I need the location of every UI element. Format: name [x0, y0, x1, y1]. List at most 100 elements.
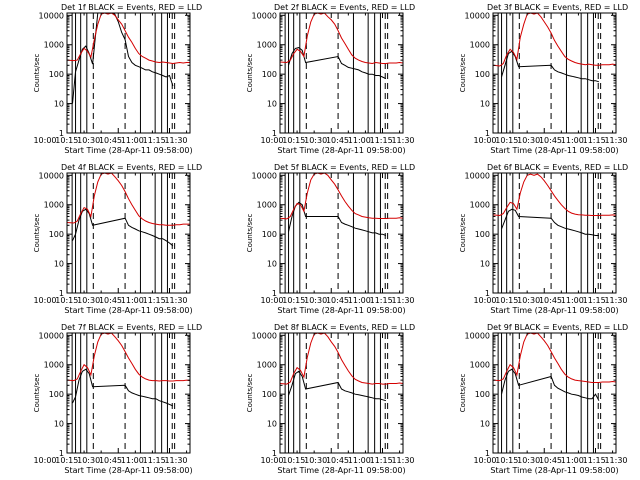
y-tick-label: 100	[49, 230, 64, 239]
y-tick-label: 100	[262, 70, 277, 79]
y-tick-label: 100	[475, 70, 490, 79]
x-tick-label: 10:45	[539, 136, 562, 145]
plot-title: Det 5f BLACK = Events, RED = LLD	[274, 163, 415, 172]
x-tick-label: 10:30	[517, 456, 540, 465]
x-tick-label: 11:00	[561, 136, 584, 145]
events-series-line	[501, 50, 600, 83]
x-tick-label: 10:00	[33, 136, 56, 145]
y-tick-label: 1000	[470, 361, 490, 370]
x-axis-label: Start Time (28-Apr-11 09:58:00)	[277, 466, 405, 475]
y-tick-label: 100	[262, 390, 277, 399]
x-axis-label: Start Time (28-Apr-11 09:58:00)	[64, 146, 192, 155]
x-tick-label: 11:00	[121, 296, 144, 305]
x-tick-label: 10:45	[326, 456, 349, 465]
x-axis-label: Start Time (28-Apr-11 09:58:00)	[277, 306, 405, 315]
x-tick-label: 11:30	[604, 296, 627, 305]
lld-series-line	[493, 333, 616, 383]
y-tick-label: 10000	[465, 11, 490, 20]
x-tick-label: 11:15	[583, 136, 606, 145]
detector-plot-3: 1 10 100 1000 10000 10:0010:1510:3010:4511:00…	[459, 3, 628, 155]
plot-title: Det 6f BLACK = Events, RED = LLD	[487, 163, 628, 172]
x-tick-label: 11:30	[164, 456, 187, 465]
plot-title: Det 7f BLACK = Events, RED = LLD	[61, 323, 202, 332]
y-tick-label: 10	[54, 420, 64, 429]
x-tick-label: 10:45	[99, 136, 122, 145]
x-tick-label: 10:15	[495, 456, 518, 465]
x-tick-label: 10:00	[33, 456, 56, 465]
detector-plot-6: 1 10 100 1000 10000 10:0010:1510:3010:4511:00…	[459, 163, 628, 315]
x-axis-label: Start Time (28-Apr-11 09:58:00)	[490, 306, 618, 315]
y-tick-label: 1000	[470, 201, 490, 210]
detector-plot-7: 1 10 100 1000 10000 10:0010:1510:3010:4511:00…	[33, 323, 202, 475]
x-tick-label: 10:45	[99, 296, 122, 305]
x-axis-label: Start Time (28-Apr-11 09:58:00)	[490, 146, 618, 155]
y-axis-label: Counts/sec	[246, 214, 254, 253]
x-tick-label: 10:00	[33, 296, 56, 305]
x-tick-label: 10:30	[304, 136, 327, 145]
y-axis-label: Counts/sec	[33, 214, 41, 253]
y-tick-label: 1	[59, 129, 64, 138]
y-tick-label: 10000	[465, 331, 490, 340]
x-tick-label: 10:00	[260, 456, 283, 465]
x-tick-label: 11:15	[143, 296, 166, 305]
lld-series-line	[493, 13, 616, 67]
lld-series-line	[493, 173, 616, 217]
x-tick-label: 10:00	[473, 456, 496, 465]
y-tick-label: 10	[267, 420, 277, 429]
y-tick-label: 1	[59, 449, 64, 458]
x-tick-label: 11:00	[121, 136, 144, 145]
plot-title: Det 3f BLACK = Events, RED = LLD	[487, 3, 628, 12]
y-axis-label: Counts/sec	[459, 214, 467, 253]
detector-plot-4: 1 10 100 1000 10000 10:0010:1510:3010:4511:00…	[33, 163, 202, 315]
x-tick-label: 11:15	[143, 456, 166, 465]
y-tick-label: 100	[475, 230, 490, 239]
y-tick-label: 1000	[44, 361, 64, 370]
x-tick-label: 10:15	[282, 456, 305, 465]
plot-frame	[66, 332, 191, 454]
x-tick-label: 10:45	[326, 296, 349, 305]
plot-title: Det 8f BLACK = Events, RED = LLD	[274, 323, 415, 332]
y-tick-label: 100	[49, 390, 64, 399]
x-tick-label: 10:45	[326, 136, 349, 145]
x-tick-label: 11:30	[164, 296, 187, 305]
x-tick-label: 10:30	[304, 456, 327, 465]
y-tick-label: 10000	[252, 171, 277, 180]
x-tick-label: 10:30	[77, 456, 100, 465]
x-tick-label: 10:00	[473, 136, 496, 145]
y-tick-label: 1	[485, 129, 490, 138]
plot-frame	[279, 12, 404, 134]
x-tick-label: 10:15	[495, 136, 518, 145]
y-axis-label: Counts/sec	[246, 374, 254, 413]
x-tick-label: 11:00	[121, 456, 144, 465]
y-tick-label: 10	[54, 100, 64, 109]
x-tick-label: 11:00	[348, 296, 371, 305]
x-tick-label: 11:30	[391, 136, 414, 145]
x-tick-label: 10:45	[99, 456, 122, 465]
detector-plot-5: 1 10 100 1000 10000 10:0010:1510:3010:4511:00…	[246, 163, 415, 315]
y-tick-label: 1	[59, 289, 64, 298]
x-tick-label: 11:30	[391, 296, 414, 305]
y-tick-label: 1	[272, 449, 277, 458]
plot-frame	[492, 172, 617, 294]
y-tick-label: 1	[272, 289, 277, 298]
plot-frame	[279, 332, 404, 454]
y-axis-label: Counts/sec	[459, 54, 467, 93]
events-series-line	[288, 201, 387, 236]
lld-series-line	[280, 173, 403, 220]
y-axis-label: Counts/sec	[246, 54, 254, 93]
y-tick-label: 1	[485, 289, 490, 298]
y-tick-label: 1000	[257, 41, 277, 50]
x-tick-label: 11:30	[391, 456, 414, 465]
x-tick-label: 10:45	[539, 296, 562, 305]
x-tick-label: 11:00	[348, 136, 371, 145]
y-tick-label: 1	[485, 449, 490, 458]
events-series-line	[288, 370, 387, 402]
y-tick-label: 10	[480, 420, 490, 429]
x-tick-label: 11:15	[583, 296, 606, 305]
plot-frame	[492, 12, 617, 134]
plot-title: Det 2f BLACK = Events, RED = LLD	[274, 3, 415, 12]
x-tick-label: 10:30	[517, 136, 540, 145]
y-tick-label: 10	[267, 260, 277, 269]
x-tick-label: 10:45	[539, 456, 562, 465]
y-tick-label: 1000	[44, 201, 64, 210]
